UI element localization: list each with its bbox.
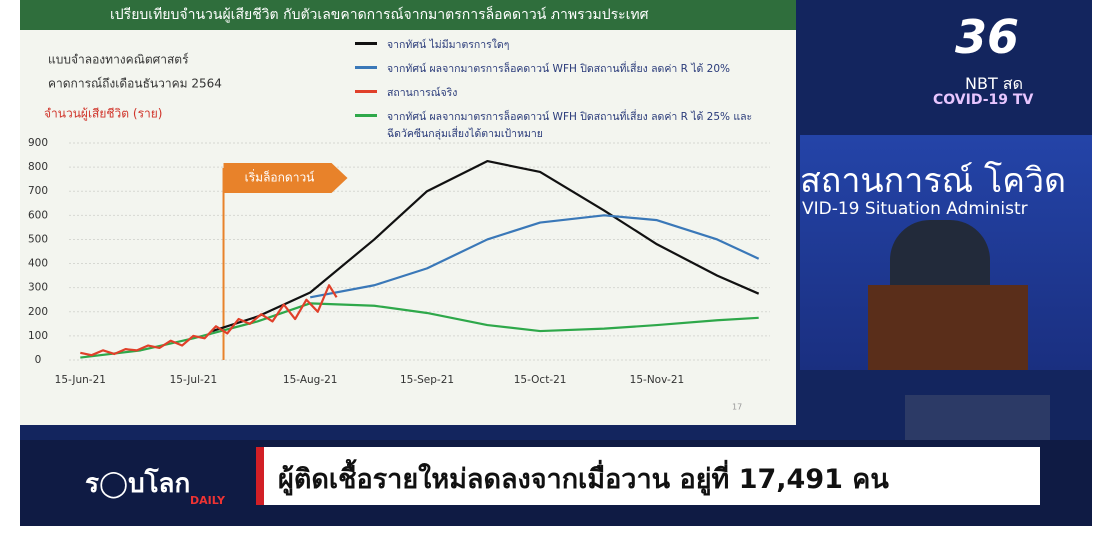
y-tick-label: 200: [28, 306, 48, 318]
legend-swatch: [355, 90, 377, 93]
x-tick-label: 15-Jul-21: [170, 374, 218, 386]
legend-item: สถานการณ์จริง: [355, 84, 795, 101]
y-tick-label: 500: [28, 233, 48, 245]
y-tick-label: 0: [35, 354, 42, 366]
y-tick-label: 700: [28, 185, 48, 197]
legend-swatch: [355, 42, 377, 45]
sign-interpreter: [905, 395, 1050, 445]
legend-label: จากทัศน์ ไม่มีมาตรการใดๆ: [387, 36, 509, 53]
y-axis-label: จำนวนผู้เสียชีวิต (ราย): [44, 107, 162, 122]
legend-label: จากทัศน์ ผลจากมาตรการล็อคดาวน์ WFH ปิดสถ…: [387, 60, 730, 77]
y-tick-label: 600: [28, 209, 48, 221]
show-logo: ร◯บโลก: [85, 463, 190, 504]
ticker-accent: [256, 447, 264, 505]
headline-bar: ผู้ติดเชื้อรายใหม่ลดลงจากเมื่อวาน อยู่ที…: [264, 447, 1040, 505]
legend-item: จากทัศน์ ผลจากมาตรการล็อคดาวน์ WFH ปิดสถ…: [355, 108, 795, 142]
backdrop-text: VID-19 Situation Administr: [802, 199, 1028, 219]
podium: [868, 285, 1028, 370]
video-panel: สถานการณ์ โควิด VID-19 Situation Adminis…: [800, 135, 1092, 370]
x-tick-label: 15-Aug-21: [283, 374, 338, 386]
legend-swatch: [355, 114, 377, 117]
x-tick-label: 15-Sep-21: [400, 374, 454, 386]
x-tick-label: 15-Nov-21: [630, 374, 685, 386]
y-tick-label: 900: [28, 137, 48, 149]
y-tick-label: 800: [28, 161, 48, 173]
y-tick-label: 300: [28, 282, 48, 294]
subtitle: แบบจำลองทางคณิตศาสตร์: [48, 53, 189, 67]
legend-item: จากทัศน์ ผลจากมาตรการล็อคดาวน์ WFH ปิดสถ…: [355, 60, 795, 77]
headline: ผู้ติดเชื้อรายใหม่ลดลงจากเมื่อวาน อยู่ที…: [264, 447, 1040, 500]
legend-label: จากทัศน์ ผลจากมาตรการล็อคดาวน์ WFH ปิดสถ…: [387, 108, 757, 142]
y-tick-label: 100: [28, 330, 48, 342]
page-number: 17: [732, 403, 742, 412]
show-logo-sub: DAILY: [190, 494, 225, 507]
legend-swatch: [355, 66, 377, 69]
legend-label: สถานการณ์จริง: [387, 84, 457, 101]
x-tick-label: 15-Jun-21: [55, 374, 106, 386]
y-tick-label: 400: [28, 258, 48, 270]
chart-title: เปรียบเทียบจำนวนผู้เสียชีวิต กับตัวเลขคา…: [110, 5, 649, 23]
legend-item: จากทัศน์ ไม่มีมาตรการใดๆ: [355, 36, 795, 53]
legend: จากทัศน์ ไม่มีมาตรการใดๆจากทัศน์ ผลจากมา…: [355, 36, 795, 149]
annotation: เริ่มล็อกดาวน์: [245, 169, 315, 185]
channel-tag: COVID-19 TV: [933, 92, 1033, 108]
x-tick-label: 15-Oct-21: [514, 374, 567, 386]
channel-logo: 36: [955, 10, 1019, 64]
subtitle: คาดการณ์ถึงเดือนธันวาคม 2564: [48, 77, 222, 91]
